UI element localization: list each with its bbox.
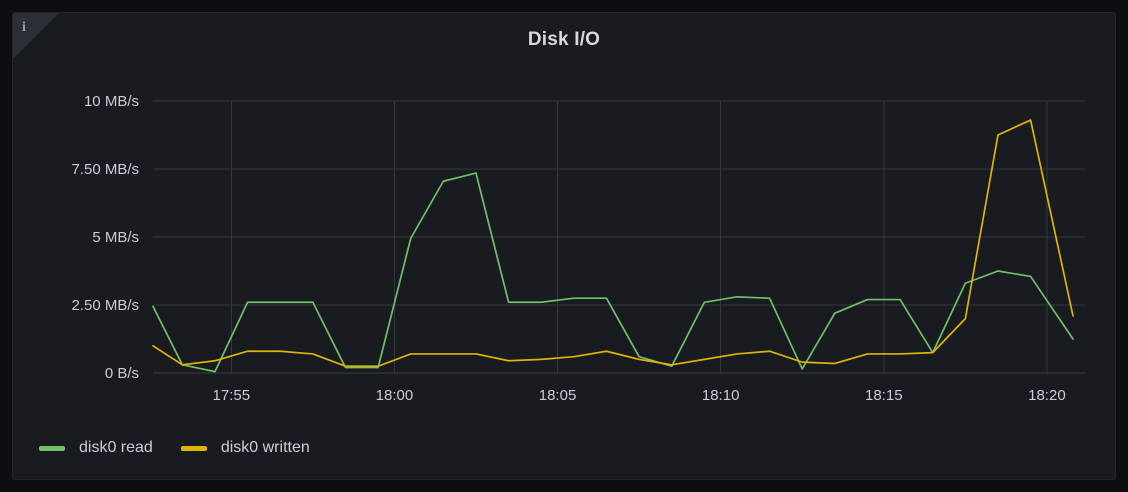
y-axis-tick-label: 2.50 MB/s [71,297,139,314]
y-axis-tick-label: 7.50 MB/s [71,161,139,178]
x-axis-tick-label: 18:15 [865,387,903,404]
disk-io-panel: i Disk I/O 10 MB/s 7.50 MB/s 5 MB/s 2.50 MB… [12,12,1116,480]
legend-item-disk0-read[interactable]: disk0 read [39,439,153,457]
series-line-disk0-read [152,172,1074,373]
legend-label-disk0-written: disk0 written [220,439,310,456]
legend-swatch-disk0-written [180,445,207,451]
legend-swatch-disk0-read [39,445,65,451]
y-axis-tick-label: 10 MB/s [84,93,139,110]
x-axis-tick-label: 18:10 [702,387,740,404]
x-axis-tick-label: 17:55 [213,387,251,404]
chart-legend: disk0 read disk0 written [39,439,310,457]
x-axis-tick-label: 18:05 [539,387,577,404]
x-axis-tick-label: 18:00 [376,387,414,404]
legend-item-disk0-written[interactable]: disk0 written [180,439,310,457]
chart-plot-area[interactable]: 10 MB/s 7.50 MB/s 5 MB/s 2.50 MB/s 0 B/s 17:5… [13,13,1116,480]
timeseries-chart[interactable]: 10 MB/s 7.50 MB/s 5 MB/s 2.50 MB/s 0 B/s 17:5… [13,13,1116,480]
x-axis-tick-label: 18:20 [1028,387,1066,404]
series-line-disk0-written [152,119,1074,368]
legend-label-disk0-read: disk0 read [79,439,153,456]
page-title: Disk I/O [527,29,601,50]
y-axis-tick-label: 0 B/s [105,365,139,382]
panel-info-badge[interactable] [13,13,59,59]
y-axis-tick-label: 5 MB/s [92,229,139,246]
